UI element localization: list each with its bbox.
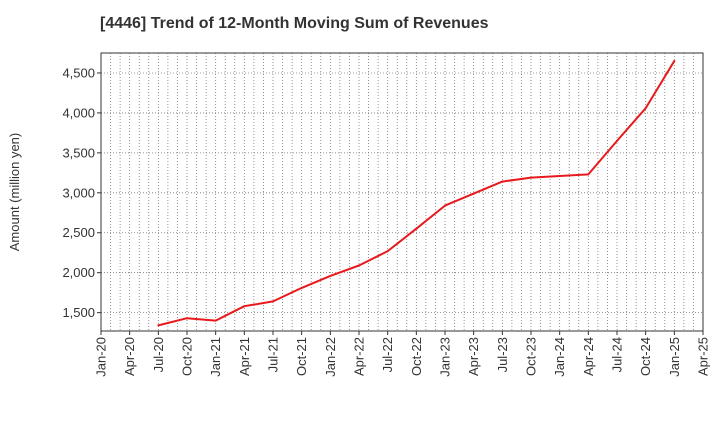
x-tick-label: Jan-22 [323, 337, 338, 377]
x-tick-label: Oct-21 [294, 337, 309, 376]
x-tick-label: Oct-23 [524, 337, 539, 376]
x-tick-label: Apr-24 [581, 337, 596, 376]
data-point [644, 107, 647, 110]
x-tick-label: Oct-22 [409, 337, 424, 376]
data-point [157, 324, 160, 327]
y-tick-label: 1,500 [62, 305, 95, 320]
series-line [158, 60, 676, 327]
x-tick-label: Oct-24 [638, 337, 653, 376]
x-tick-label: Jan-20 [94, 337, 109, 377]
x-tick-label: Jan-24 [552, 337, 567, 377]
x-tick-label: Jul-21 [266, 337, 281, 372]
data-point [358, 264, 360, 267]
x-tick-label: Apr-25 [696, 337, 711, 376]
data-point [243, 305, 246, 308]
chart-title: [4446] Trend of 12-Month Moving Sum of R… [100, 15, 489, 32]
y-axis-ticks: 1,500 2,000 2,500 3,000 3,500 4,000 4,500 [62, 65, 101, 320]
x-tick-label: Apr-21 [237, 337, 252, 376]
x-tick-label: Jul-24 [610, 337, 625, 372]
y-tick-label: 3,000 [62, 185, 95, 200]
data-point [214, 319, 217, 322]
data-point [616, 139, 618, 142]
data-point [186, 317, 188, 320]
data-point [415, 227, 418, 230]
data-point [530, 176, 532, 179]
data-point [386, 250, 389, 253]
grid-layer [101, 53, 703, 331]
x-axis-ticks: Jan-20 Apr-20 Jul-20 Oct-20 Jan-21 Apr-21 Jul-… [94, 331, 711, 377]
x-tick-label: Apr-23 [466, 337, 481, 376]
data-point [558, 175, 561, 178]
data-point [329, 274, 332, 277]
data-point [444, 204, 446, 207]
data-point [472, 192, 475, 195]
x-tick-label: Oct-20 [180, 337, 195, 376]
x-tick-label: Jan-25 [667, 337, 682, 377]
data-point [673, 59, 676, 62]
x-tick-label: Apr-22 [352, 337, 367, 376]
x-tick-label: Jan-23 [438, 337, 453, 377]
x-tick-label: Jul-22 [380, 337, 395, 372]
x-tick-label: Jul-20 [151, 337, 166, 372]
y-tick-label: 4,000 [62, 105, 95, 120]
x-tick-label: Jan-21 [208, 337, 223, 377]
data-point [501, 180, 504, 183]
data-point [272, 300, 274, 303]
plot-frame [100, 52, 704, 332]
data-point [587, 173, 590, 176]
series-layer [157, 59, 676, 327]
y-axis-label: Amount (million yen) [7, 133, 22, 252]
x-tick-label: Apr-20 [122, 337, 137, 376]
y-tick-label: 3,500 [62, 145, 95, 160]
y-tick-label: 4,500 [62, 65, 95, 80]
x-tick-label: Jul-23 [495, 337, 510, 372]
y-tick-label: 2,000 [62, 265, 95, 280]
data-point [300, 286, 303, 289]
y-tick-label: 2,500 [62, 225, 95, 240]
